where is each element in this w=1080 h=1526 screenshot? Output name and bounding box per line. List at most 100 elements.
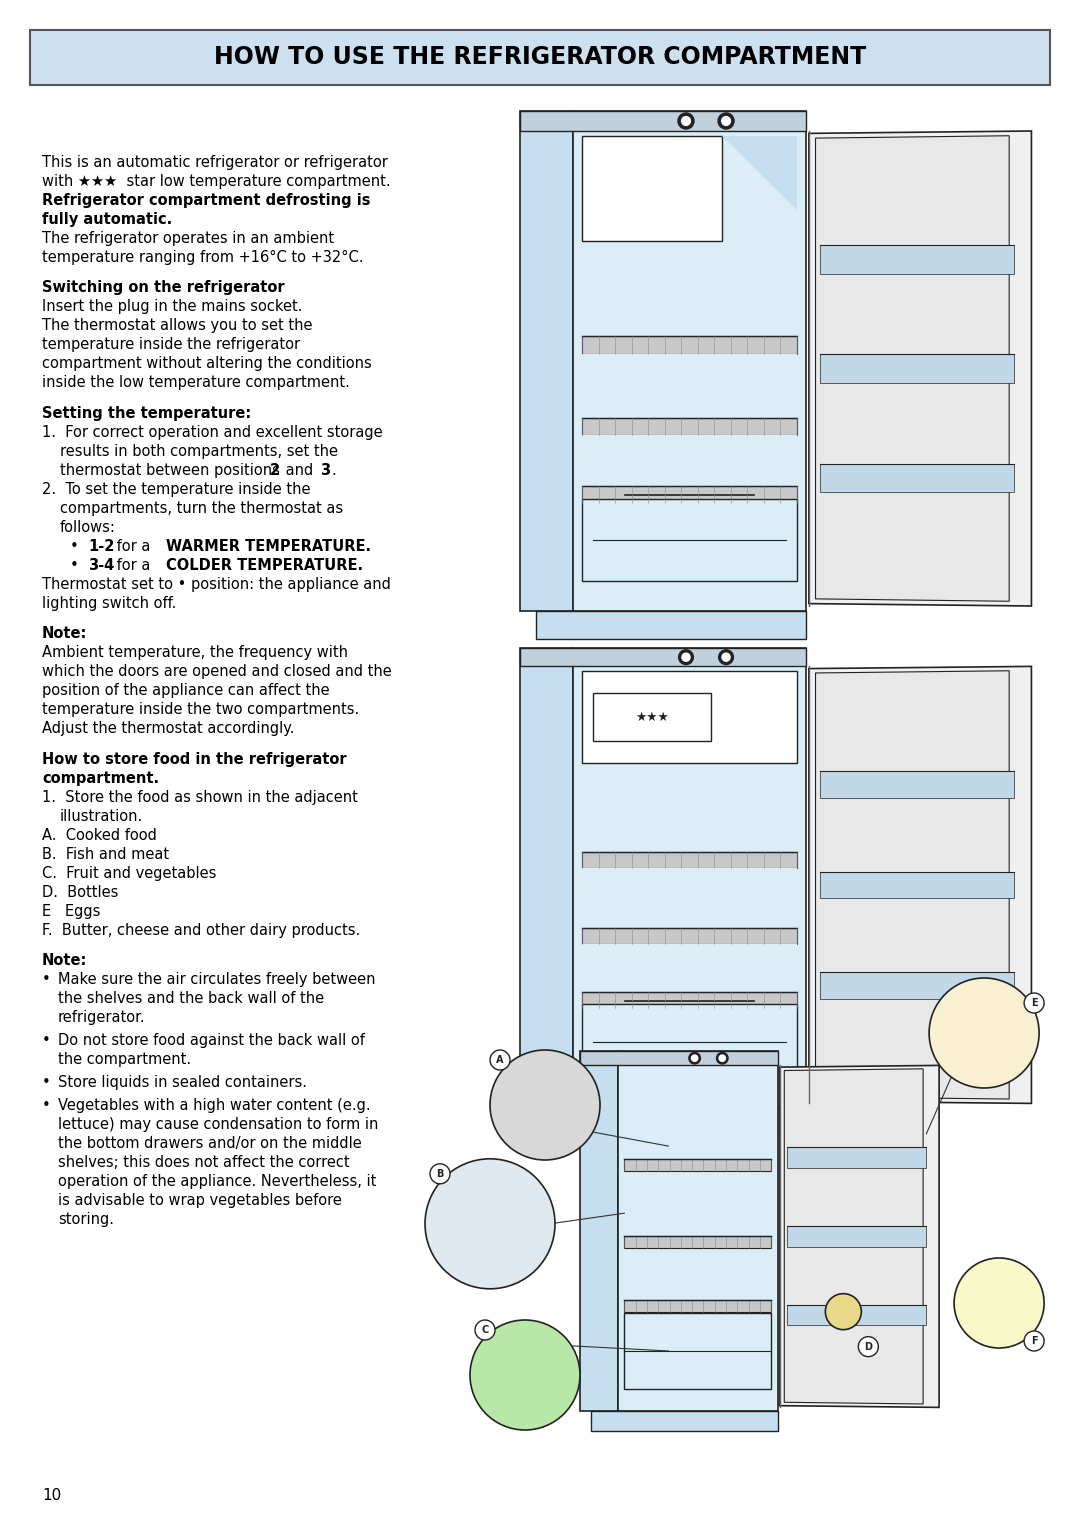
Bar bbox=[519, 649, 573, 1108]
Text: 10: 10 bbox=[42, 1488, 62, 1503]
Circle shape bbox=[691, 1054, 698, 1062]
Bar bbox=[582, 868, 797, 870]
Text: This is an automatic refrigerator or refrigerator: This is an automatic refrigerator or ref… bbox=[42, 156, 388, 169]
Polygon shape bbox=[721, 136, 797, 209]
Text: 1.  For correct operation and excellent storage: 1. For correct operation and excellent s… bbox=[42, 424, 382, 439]
Text: compartments, turn the thermostat as: compartments, turn the thermostat as bbox=[60, 501, 343, 516]
Text: B.  Fish and meat: B. Fish and meat bbox=[42, 847, 170, 862]
FancyBboxPatch shape bbox=[582, 671, 797, 763]
Bar bbox=[582, 504, 797, 505]
Text: D: D bbox=[864, 1341, 873, 1352]
Text: COLDER TEMPERATURE.: COLDER TEMPERATURE. bbox=[166, 559, 363, 572]
Bar bbox=[573, 649, 806, 1108]
Text: ★★★: ★★★ bbox=[635, 711, 669, 723]
Circle shape bbox=[718, 113, 734, 130]
FancyBboxPatch shape bbox=[30, 31, 1050, 85]
Text: 1-2: 1-2 bbox=[87, 539, 114, 554]
Bar bbox=[580, 1051, 618, 1412]
Text: •: • bbox=[70, 559, 87, 572]
Circle shape bbox=[490, 1050, 510, 1070]
Text: D.  Bottles: D. Bottles bbox=[42, 885, 119, 900]
Bar bbox=[618, 1051, 778, 1412]
Bar bbox=[582, 852, 797, 868]
Text: HOW TO USE THE REFRIGERATOR COMPARTMENT: HOW TO USE THE REFRIGERATOR COMPARTMENT bbox=[214, 46, 866, 70]
Bar bbox=[582, 354, 797, 356]
Bar bbox=[820, 871, 1014, 897]
Text: Make sure the air circulates freely between: Make sure the air circulates freely betw… bbox=[58, 972, 376, 987]
Bar bbox=[536, 610, 806, 638]
Text: B: B bbox=[436, 1169, 444, 1178]
Circle shape bbox=[716, 1053, 728, 1064]
Circle shape bbox=[859, 1337, 878, 1357]
Circle shape bbox=[426, 1158, 555, 1289]
Text: 2: 2 bbox=[270, 462, 280, 478]
Circle shape bbox=[681, 116, 690, 125]
Bar bbox=[580, 1051, 778, 1065]
Circle shape bbox=[954, 1257, 1044, 1347]
Polygon shape bbox=[780, 1065, 940, 1407]
Bar bbox=[582, 928, 797, 945]
Polygon shape bbox=[809, 667, 1031, 1103]
Text: Ambient temperature, the frequency with: Ambient temperature, the frequency with bbox=[42, 645, 348, 661]
Bar bbox=[820, 246, 1014, 273]
Text: with ★★★  star low temperature compartment.: with ★★★ star low temperature compartmen… bbox=[42, 174, 391, 189]
Bar bbox=[519, 111, 573, 610]
Circle shape bbox=[678, 113, 694, 130]
Bar bbox=[624, 1236, 771, 1248]
Bar bbox=[820, 972, 1014, 998]
Polygon shape bbox=[809, 131, 1031, 606]
Bar bbox=[582, 435, 797, 438]
Text: Switching on the refrigerator: Switching on the refrigerator bbox=[42, 281, 285, 296]
Text: Do not store food against the back wall of: Do not store food against the back wall … bbox=[58, 1033, 365, 1048]
Circle shape bbox=[929, 978, 1039, 1088]
Bar bbox=[582, 418, 797, 435]
Text: A.  Cooked food: A. Cooked food bbox=[42, 827, 157, 842]
Bar bbox=[624, 1300, 771, 1312]
Text: Refrigerator compartment defrosting is: Refrigerator compartment defrosting is bbox=[42, 192, 370, 208]
FancyBboxPatch shape bbox=[593, 693, 711, 742]
Circle shape bbox=[718, 650, 733, 664]
Text: fully automatic.: fully automatic. bbox=[42, 212, 172, 227]
Text: results in both compartments, set the: results in both compartments, set the bbox=[60, 444, 338, 459]
Text: WARMER TEMPERATURE.: WARMER TEMPERATURE. bbox=[166, 539, 372, 554]
Text: temperature inside the refrigerator: temperature inside the refrigerator bbox=[42, 337, 300, 353]
Bar bbox=[787, 1305, 927, 1325]
Circle shape bbox=[825, 1294, 862, 1329]
Text: lettuce) may cause condensation to form in: lettuce) may cause condensation to form … bbox=[58, 1117, 378, 1132]
Text: C.  Fruit and vegetables: C. Fruit and vegetables bbox=[42, 865, 216, 881]
Bar bbox=[820, 464, 1014, 491]
Text: The thermostat allows you to set the: The thermostat allows you to set the bbox=[42, 319, 312, 333]
Bar bbox=[582, 136, 721, 241]
Bar bbox=[624, 1158, 771, 1172]
Bar bbox=[582, 945, 797, 946]
Text: E: E bbox=[1030, 998, 1038, 1009]
Bar bbox=[624, 1312, 771, 1389]
Text: Setting the temperature:: Setting the temperature: bbox=[42, 406, 252, 421]
Text: F.  Butter, cheese and other dairy products.: F. Butter, cheese and other dairy produc… bbox=[42, 923, 361, 937]
Bar bbox=[519, 649, 806, 667]
Text: .: . bbox=[330, 462, 336, 478]
Circle shape bbox=[1024, 993, 1044, 1013]
Text: compartment.: compartment. bbox=[42, 771, 159, 786]
Text: C: C bbox=[482, 1325, 488, 1335]
Text: •: • bbox=[70, 539, 87, 554]
Bar bbox=[582, 499, 797, 581]
Text: Thermostat set to • position: the appliance and: Thermostat set to • position: the applia… bbox=[42, 577, 391, 592]
Bar bbox=[582, 1007, 797, 1010]
Bar bbox=[787, 1148, 927, 1167]
Text: temperature ranging from +16°C to +32°C.: temperature ranging from +16°C to +32°C. bbox=[42, 250, 364, 266]
Text: How to store food in the refrigerator: How to store food in the refrigerator bbox=[42, 752, 347, 766]
Text: 2.  To set the temperature inside the: 2. To set the temperature inside the bbox=[42, 482, 311, 497]
Text: Note:: Note: bbox=[42, 954, 87, 967]
Bar bbox=[592, 1412, 778, 1431]
Text: which the doors are opened and closed and the: which the doors are opened and closed an… bbox=[42, 664, 392, 679]
Text: the bottom drawers and/or on the middle: the bottom drawers and/or on the middle bbox=[58, 1135, 362, 1151]
Text: operation of the appliance. Nevertheless, it: operation of the appliance. Nevertheless… bbox=[58, 1173, 376, 1189]
Text: for a: for a bbox=[112, 539, 156, 554]
Text: storing.: storing. bbox=[58, 1212, 114, 1227]
Text: E   Eggs: E Eggs bbox=[42, 903, 100, 919]
Text: 3: 3 bbox=[320, 462, 330, 478]
Circle shape bbox=[430, 1164, 450, 1184]
Bar bbox=[582, 485, 797, 504]
Circle shape bbox=[1024, 1331, 1044, 1351]
